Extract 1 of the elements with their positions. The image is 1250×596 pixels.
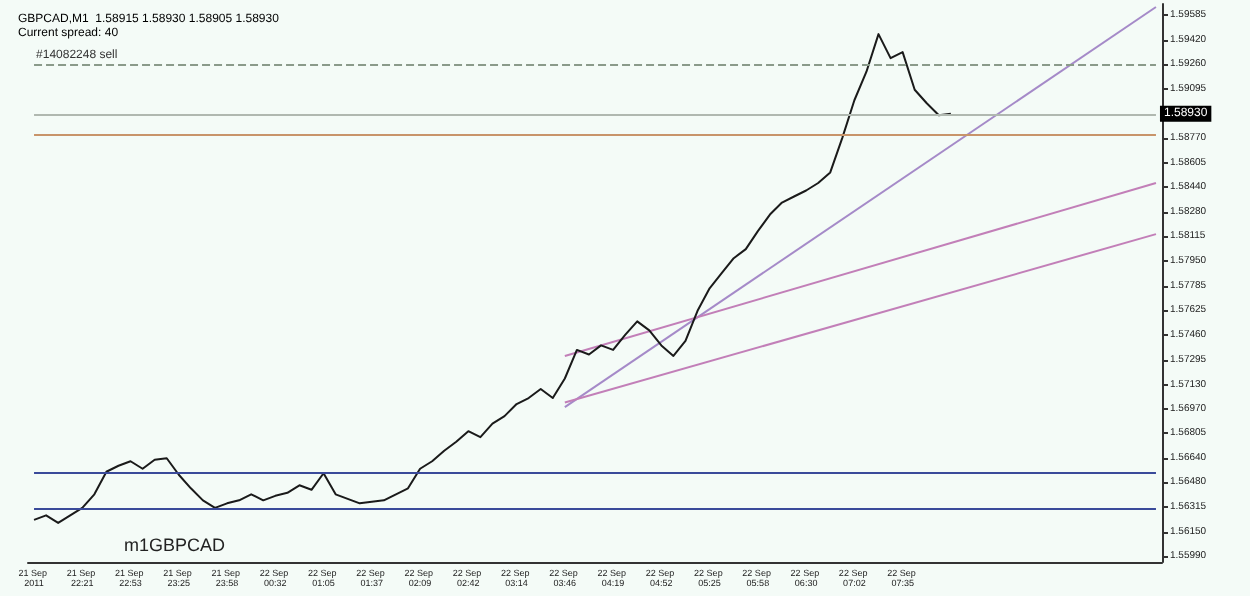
annotation: m1GBPCAD (124, 535, 227, 555)
